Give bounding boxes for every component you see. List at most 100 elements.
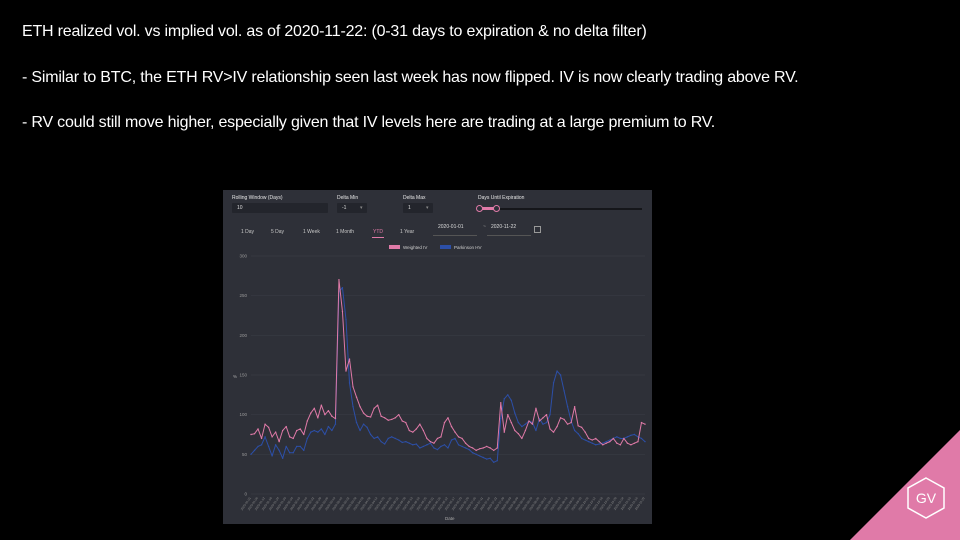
data-point-weighted-iv-38: [383, 417, 386, 419]
data-point-weighted-iv-105: [619, 444, 622, 446]
legend-swatch-parkinson-hv: [440, 245, 451, 249]
data-point-weighted-iv-37: [380, 415, 382, 417]
data-point-parkinson-hv-73: [507, 394, 509, 396]
data-point-weighted-iv-99: [598, 440, 600, 443]
expiration-slider-handle-max[interactable]: [493, 205, 500, 212]
data-point-weighted-iv-6: [271, 436, 273, 438]
data-point-weighted-iv-63: [471, 447, 474, 449]
data-point-weighted-iv-54: [440, 436, 442, 438]
data-point-weighted-iv-67: [485, 445, 488, 448]
data-point-weighted-iv-21: [324, 413, 326, 416]
data-point-weighted-iv-39: [387, 419, 389, 421]
data-point-weighted-iv-66: [482, 447, 484, 449]
y-tick-label-2: 100: [239, 412, 247, 417]
start-date-input[interactable]: 2020-01-01: [438, 224, 464, 230]
data-point-parkinson-hv-96: [588, 440, 590, 443]
data-point-weighted-iv-7: [274, 431, 277, 433]
data-point-weighted-iv-0: [250, 433, 252, 436]
legend-label-weighted-iv: Weighted IV: [403, 245, 427, 250]
data-point-parkinson-hv-52: [433, 447, 435, 449]
data-point-weighted-iv-33: [366, 415, 368, 417]
y-tick-label-4: 200: [239, 333, 247, 338]
data-point-weighted-iv-30: [355, 396, 358, 398]
data-point-weighted-iv-62: [468, 445, 470, 448]
rolling-window-input[interactable]: 10: [232, 203, 328, 213]
data-point-weighted-iv-102: [609, 440, 611, 443]
data-point-parkinson-hv-71: [500, 417, 502, 420]
data-point-parkinson-hv-4: [264, 436, 266, 438]
data-point-weighted-iv-96: [588, 437, 590, 440]
data-point-parkinson-hv-37: [380, 440, 382, 443]
calendar-icon[interactable]: [534, 226, 541, 233]
data-point-weighted-iv-12: [292, 437, 294, 440]
range-1-week-button[interactable]: 1 Week: [303, 229, 320, 235]
data-point-parkinson-hv-60: [461, 445, 463, 448]
data-point-parkinson-hv-28: [348, 382, 351, 384]
data-point-parkinson-hv-33: [366, 426, 368, 429]
data-point-weighted-iv-15: [303, 433, 305, 436]
data-point-parkinson-hv-75: [514, 412, 516, 414]
data-point-parkinson-hv-69: [493, 461, 495, 463]
data-point-parkinson-hv-5: [267, 445, 270, 448]
data-point-parkinson-hv-81: [535, 429, 537, 432]
data-point-weighted-iv-11: [288, 436, 291, 438]
data-point-parkinson-hv-76: [517, 421, 520, 424]
delta-min-select[interactable]: -1 ▾: [337, 203, 367, 213]
data-point-weighted-iv-51: [429, 440, 432, 443]
days-until-expiration-label: Days Until Expiration: [478, 195, 525, 201]
data-point-parkinson-hv-31: [359, 429, 361, 432]
data-point-weighted-iv-93: [577, 425, 579, 427]
delta-max-select[interactable]: 1 ▾: [403, 203, 433, 213]
data-point-parkinson-hv-112: [644, 440, 646, 443]
data-point-weighted-iv-9: [281, 429, 284, 432]
data-point-weighted-iv-82: [538, 420, 541, 422]
data-point-parkinson-hv-59: [457, 444, 460, 446]
data-point-parkinson-hv-17: [310, 431, 312, 433]
data-point-weighted-iv-71: [500, 402, 502, 404]
data-point-parkinson-hv-32: [362, 423, 365, 425]
data-point-weighted-iv-23: [331, 415, 333, 417]
range-1-month-button[interactable]: 1 Month: [336, 229, 355, 235]
data-point-weighted-iv-8: [278, 440, 280, 443]
data-point-parkinson-hv-9: [281, 457, 284, 459]
data-point-weighted-iv-108: [630, 444, 632, 446]
data-point-parkinson-hv-23: [331, 429, 333, 432]
data-point-weighted-iv-86: [552, 431, 555, 433]
data-point-parkinson-hv-1: [253, 449, 256, 452]
data-point-parkinson-hv-51: [429, 442, 432, 444]
end-date-underline: [487, 235, 531, 236]
data-point-weighted-iv-45: [408, 429, 411, 432]
data-point-parkinson-hv-83: [542, 423, 544, 425]
range-1-year-button[interactable]: 1 Year: [400, 229, 415, 235]
series-line-weighted-iv: [250, 279, 646, 451]
data-point-parkinson-hv-14: [299, 445, 301, 448]
data-point-weighted-iv-94: [580, 426, 583, 429]
data-point-parkinson-hv-107: [626, 436, 629, 438]
data-point-parkinson-hv-20: [320, 428, 323, 430]
data-point-parkinson-hv-77: [521, 425, 523, 428]
data-point-weighted-iv-112: [644, 423, 646, 425]
data-point-weighted-iv-20: [320, 404, 323, 406]
data-point-weighted-iv-13: [296, 429, 298, 432]
chart-legend: Weighted IV Parkinson HV: [389, 245, 482, 250]
chevron-down-icon: ▾: [426, 205, 429, 211]
range-5-day-button[interactable]: 5 Day: [271, 229, 285, 235]
y-tick-label-1: 50: [242, 452, 248, 457]
pink-corner-triangle: [850, 430, 960, 540]
data-point-parkinson-hv-43: [401, 441, 403, 444]
delta-min-label: Delta Min: [337, 195, 359, 201]
data-point-parkinson-hv-53: [436, 448, 439, 451]
data-point-weighted-iv-40: [391, 418, 393, 421]
range-1-day-button[interactable]: 1 Day: [241, 229, 255, 235]
expiration-slider-handle-min[interactable]: [476, 205, 483, 212]
data-point-parkinson-hv-95: [584, 439, 586, 441]
data-point-parkinson-hv-10: [285, 445, 287, 448]
data-point-weighted-iv-4: [264, 423, 266, 425]
range-ytd-button[interactable]: YTD: [373, 229, 383, 235]
slide-line-3: - RV could still move higher, especially…: [22, 114, 716, 131]
expiration-slider-track[interactable]: [478, 208, 642, 210]
data-point-parkinson-hv-105: [619, 437, 622, 440]
end-date-input[interactable]: 2020-11-22: [491, 224, 517, 230]
data-point-parkinson-hv-63: [471, 452, 474, 454]
volatility-dashboard-panel: Rolling Window (Days) 10 Delta Min -1 ▾ …: [223, 190, 652, 524]
